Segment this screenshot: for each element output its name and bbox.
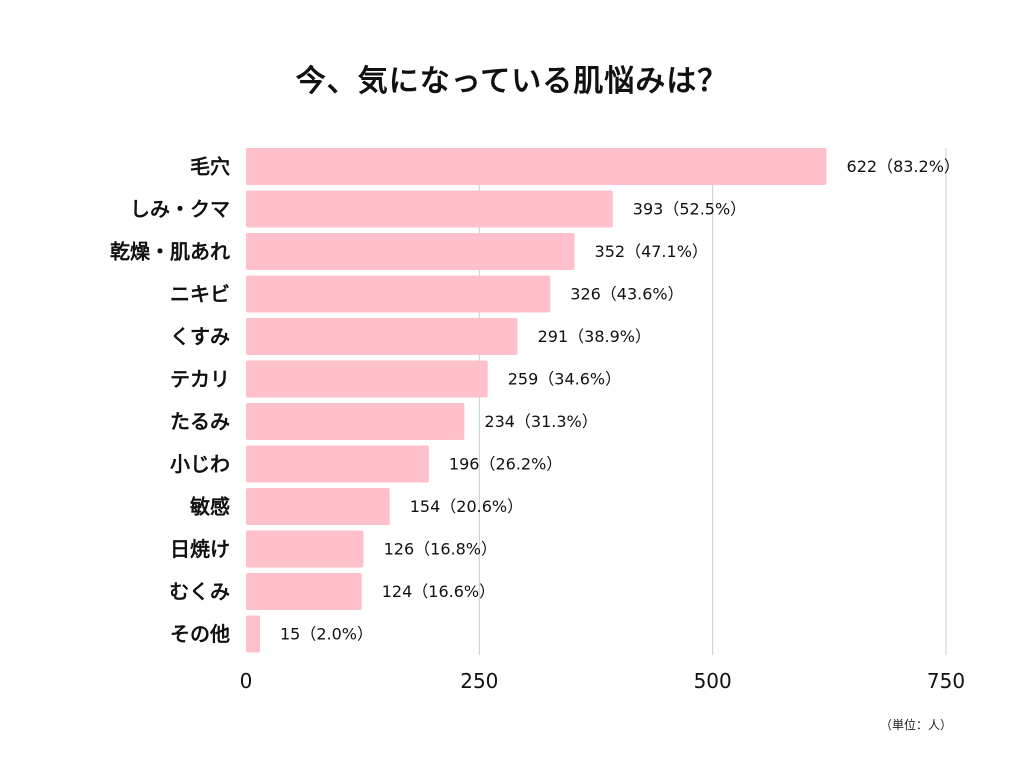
category-label: 乾燥・肌あれ bbox=[110, 240, 230, 264]
category-label: その他 bbox=[170, 622, 230, 646]
category-label: 敏感 bbox=[189, 495, 230, 519]
grid-lines bbox=[478, 148, 947, 655]
bar bbox=[246, 403, 465, 440]
bar bbox=[246, 445, 429, 483]
data-label: 154（20.6%） bbox=[410, 497, 523, 516]
x-tick-label: 500 bbox=[694, 669, 732, 693]
bar bbox=[246, 190, 613, 228]
x-tick-label: 0 bbox=[240, 669, 253, 693]
data-label: 126（16.8%） bbox=[384, 540, 497, 559]
bar bbox=[246, 573, 362, 610]
category-label: むくみ bbox=[169, 580, 230, 604]
bar bbox=[246, 615, 260, 653]
category-label: テカリ bbox=[170, 367, 230, 391]
data-label: 234（31.3%） bbox=[484, 412, 597, 431]
category-label: たるみ bbox=[170, 410, 230, 434]
data-label: 15（2.0%） bbox=[280, 625, 373, 644]
category-label: 小じわ bbox=[170, 452, 230, 476]
data-label: 326（43.6%） bbox=[570, 285, 683, 304]
category-label: 日焼け bbox=[170, 537, 230, 561]
unit-note: （単位：人） bbox=[880, 718, 953, 732]
category-label: ニキビ bbox=[170, 282, 230, 306]
x-tick-label: 750 bbox=[927, 669, 965, 693]
bar bbox=[246, 233, 575, 270]
bar bbox=[246, 318, 518, 355]
value-labels: 622（83.2%） 393（52.5%） 352（47.1%） 326（43.6%）… bbox=[280, 157, 960, 644]
data-label: 393（52.5%） bbox=[633, 200, 746, 219]
bar bbox=[246, 148, 827, 185]
x-tick-labels: 0 250 500 750 bbox=[240, 669, 965, 693]
category-label: しみ・クマ bbox=[130, 197, 230, 221]
category-label: くすみ bbox=[170, 325, 230, 349]
data-label: 291（38.9%） bbox=[538, 327, 651, 346]
category-label: 毛穴 bbox=[190, 155, 230, 179]
data-label: 124（16.6%） bbox=[382, 582, 495, 601]
chart-title: 今、気になっている肌悩みは？ bbox=[295, 64, 729, 99]
x-tick-label: 250 bbox=[460, 669, 498, 693]
bars bbox=[246, 148, 827, 653]
bar bbox=[246, 530, 364, 568]
bar bbox=[246, 275, 551, 313]
bar bbox=[246, 360, 488, 398]
data-label: 352（47.1%） bbox=[595, 242, 708, 261]
data-label: 196（26.2%） bbox=[449, 455, 562, 474]
data-label: 259（34.6%） bbox=[508, 370, 621, 389]
bar bbox=[246, 488, 390, 525]
data-label: 622（83.2%） bbox=[847, 157, 960, 176]
